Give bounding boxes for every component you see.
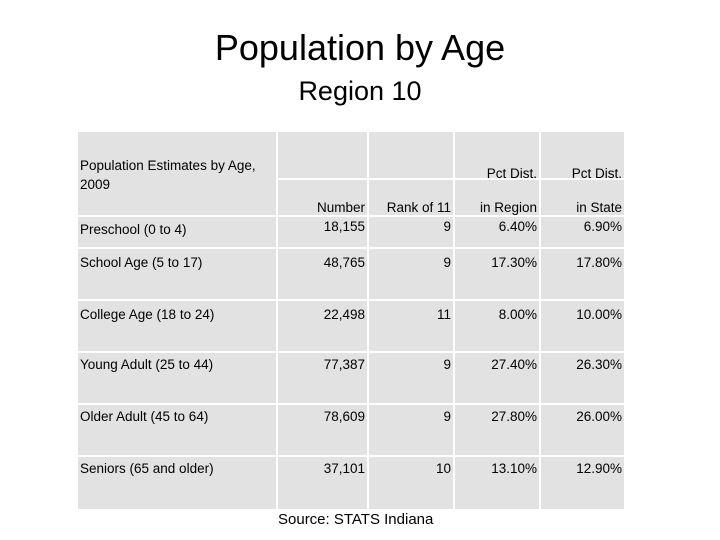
row-rank: 9 bbox=[369, 405, 453, 455]
row-pct-state: 10.00% bbox=[541, 301, 624, 351]
header-rank: Rank of 11 bbox=[369, 180, 453, 215]
row-pct-region: 27.40% bbox=[455, 353, 539, 403]
row-number: 37,101 bbox=[278, 457, 367, 509]
row-number: 78,609 bbox=[278, 405, 367, 455]
row-pct-state: 26.30% bbox=[541, 353, 624, 403]
row-pct-region: 8.00% bbox=[455, 301, 539, 351]
row-label: Seniors (65 and older) bbox=[78, 457, 276, 509]
row-number: 22,498 bbox=[278, 301, 367, 351]
row-pct-state: 6.90% bbox=[541, 217, 624, 247]
row-pct-region: 6.40% bbox=[455, 217, 539, 247]
row-pct-state: 26.00% bbox=[541, 405, 624, 455]
row-pct-region: 17.30% bbox=[455, 249, 539, 299]
row-pct-region: 13.10% bbox=[455, 457, 539, 509]
row-rank: 9 bbox=[369, 217, 453, 247]
header-pct-region: in Region bbox=[455, 180, 539, 215]
row-number: 18,155 bbox=[278, 217, 367, 247]
row-label: Young Adult (25 to 44) bbox=[78, 353, 276, 403]
header-pct-state: in State bbox=[541, 180, 624, 215]
header-top-pct-state: Pct Dist. bbox=[541, 132, 624, 178]
row-rank: 9 bbox=[369, 353, 453, 403]
row-number: 48,765 bbox=[278, 249, 367, 299]
population-table: Population Estimates by Age, 2009 Pct Di… bbox=[78, 132, 624, 509]
header-top-rank bbox=[369, 132, 453, 178]
page-title: Population by Age bbox=[214, 27, 506, 68]
row-number: 77,387 bbox=[278, 353, 367, 403]
row-pct-region: 27.80% bbox=[455, 405, 539, 455]
row-label: College Age (18 to 24) bbox=[78, 301, 276, 351]
row-rank: 11 bbox=[369, 301, 453, 351]
row-pct-state: 12.90% bbox=[541, 457, 624, 509]
header-top-pct-region: Pct Dist. bbox=[455, 132, 539, 178]
page-subtitle: Region 10 bbox=[298, 76, 422, 106]
row-rank: 9 bbox=[369, 249, 453, 299]
row-label: Older Adult (45 to 64) bbox=[78, 405, 276, 455]
row-pct-state: 17.80% bbox=[541, 249, 624, 299]
header-top-number bbox=[278, 132, 367, 178]
row-label: Preschool (0 to 4) bbox=[78, 217, 276, 247]
row-rank: 10 bbox=[369, 457, 453, 509]
source-note: Source: STATS Indiana bbox=[278, 511, 434, 528]
header-number: Number bbox=[278, 180, 367, 215]
row-label: School Age (5 to 17) bbox=[78, 249, 276, 299]
table-corner-label: Population Estimates by Age, 2009 bbox=[78, 132, 276, 215]
